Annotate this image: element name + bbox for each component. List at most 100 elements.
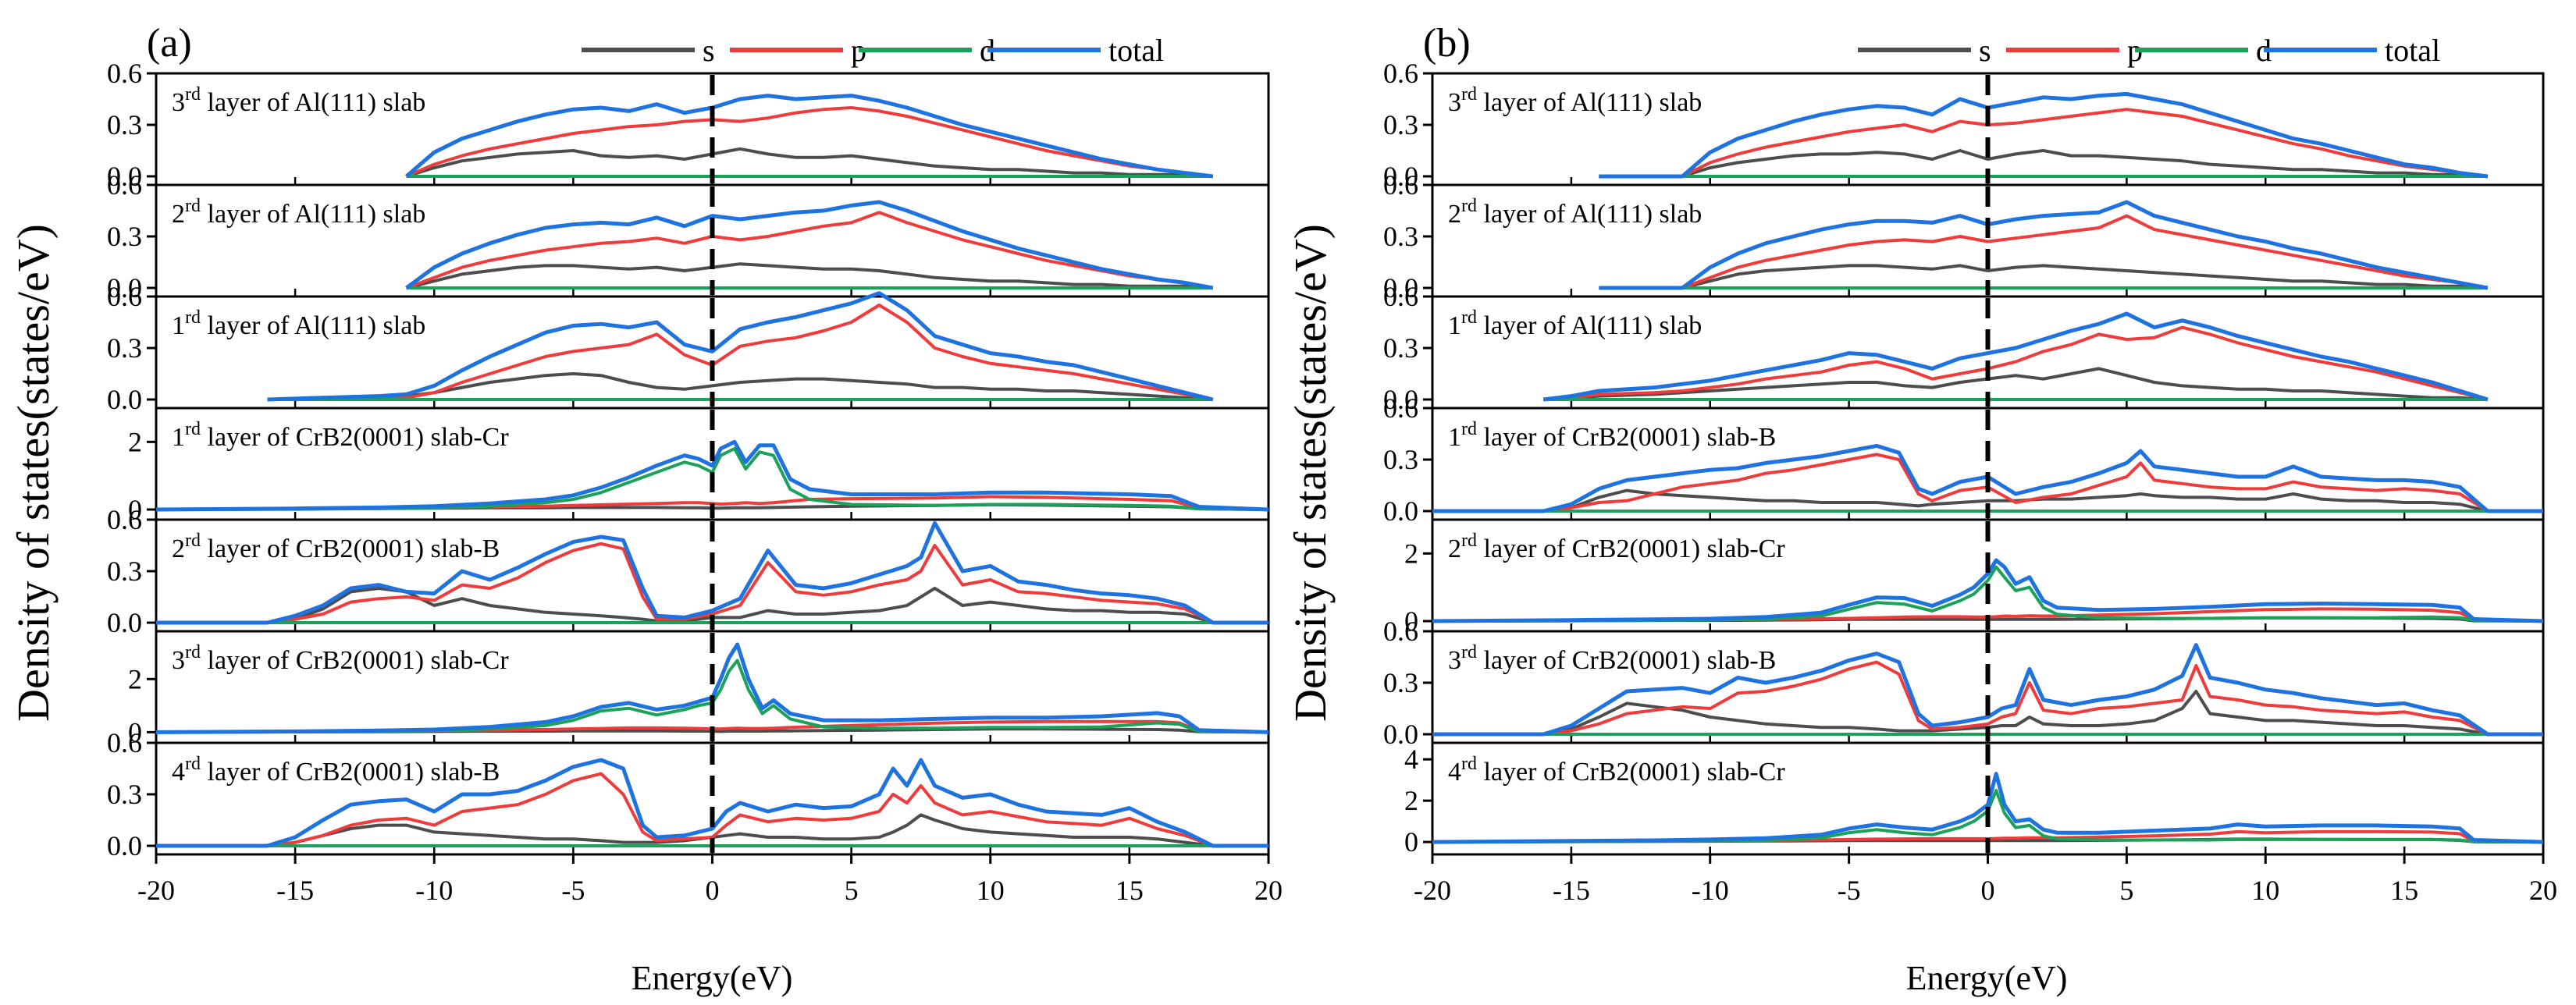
layer-label: 2rd layer of Al(111) slab [172,196,425,229]
y-tick-label: 0.3 [107,332,142,364]
series-d [1432,565,2544,623]
series-p [405,211,1214,289]
y-tick-label: 2 [1404,785,1418,816]
y-axis-title-a: Density of states(states/eV) [8,224,59,722]
x-tick-label: 5 [2119,875,2133,906]
series-total [1599,91,2489,179]
y-tick-label: 0.3 [107,556,142,587]
subplot-a-5: 0.0 0.3 0.6 2rd layer of CrB2(0001) slab-B [107,504,1270,638]
y-tick-label: 0 [1404,826,1418,858]
y-tick-label: 0.6 [1383,392,1418,424]
x-tick-label: -10 [415,875,453,906]
legend-label-total-a: total [1108,33,1164,68]
layer-label: 1rd layer of CrB2(0001) slab-B [1448,419,1776,452]
y-tick-label: 0.6 [1383,169,1418,201]
y-tick-label: 0.3 [1383,221,1418,252]
series-d [155,447,1269,511]
series-d [155,659,1269,734]
series-p [156,542,1268,624]
series-p [155,719,1269,734]
legend-label-s-b: s [1979,33,1991,68]
series-total [156,758,1268,848]
series-s [1599,264,2488,289]
series-total [1542,311,2489,402]
series-total [1432,558,2544,623]
layer-label: 3rd layer of CrB2(0001) slab-B [1448,642,1776,675]
series-s [156,813,1268,847]
series-total [155,642,1269,734]
subplot-a-4: 0 2 1rd layer of CrB2(0001) slab-Cr [128,407,1270,525]
y-tick-label: 0.0 [107,161,142,192]
y-tick-label: 0.6 [1383,281,1418,312]
x-axis-title-a: Energy(eV) [632,959,793,997]
series-total [155,439,1269,512]
y-tick-label: 0.3 [107,779,142,810]
series-p [405,106,1214,178]
series-p [1432,829,2544,844]
y-tick-label: 0.0 [1383,495,1418,527]
series-total [1432,643,2543,737]
x-tick-label: -20 [1414,875,1451,906]
y-tick-label: 0.6 [107,281,142,312]
layer-label: 3rd layer of Al(111) slab [1448,84,1702,117]
series-total [405,200,1214,290]
legend-label-s-a: s [703,33,715,68]
y-axis-title-b: Density of states(states/eV) [1285,224,1336,722]
series-total [267,291,1214,402]
x-axis-title-b: Energy(eV) [1906,959,2068,997]
layer-label: 1rd layer of Al(111) slab [1448,307,1702,340]
layer-label: 3rd layer of Al(111) slab [172,84,425,117]
y-tick-label: 0 [128,494,142,525]
subplot-a-1: 0.0 0.3 0.6 3rd layer of Al(111) slab [107,58,1270,192]
layer-label: 2rd layer of CrB2(0001) slab-B [172,531,500,563]
series-total [1432,772,2544,844]
y-tick-label: 0.6 [107,58,142,89]
series-p [1432,660,2543,736]
y-tick-label: 2 [128,426,142,457]
series-total [1599,200,2489,290]
x-tick-label: 20 [2529,875,2557,906]
series-p [1543,325,2489,401]
layer-label: 4rd layer of CrB2(0001) slab-Cr [1448,754,1785,787]
y-tick-label: 2 [1404,538,1418,569]
series-s [1599,149,2488,178]
x-tick-label: -15 [1553,875,1590,906]
y-tick-label: 0.3 [1383,444,1418,475]
series-total [404,94,1214,179]
x-tick-label: -10 [1692,875,1729,906]
series-total [1432,443,2543,513]
series-s [156,587,1268,624]
y-tick-label: 0.3 [107,221,142,252]
y-tick-label: 0.3 [1383,667,1418,698]
x-tick-label: -20 [137,875,175,906]
series-p [1599,214,2489,289]
x-tick-label: 15 [2390,875,2418,906]
series-d [1432,788,2544,844]
layer-label: 1rd layer of CrB2(0001) slab-Cr [172,419,509,452]
y-tick-label: 2 [128,663,142,694]
series-s [267,372,1213,401]
x-tick-label: -5 [1838,875,1861,906]
subplot-b-6: 0.0 0.3 0.6 3rd layer of CrB2(0001) slab-B [1383,616,2545,750]
subplot-a-3: 0.0 0.3 0.6 1rd layer of Al(111) slab [107,281,1270,415]
series-s [406,262,1213,289]
layer-label: 2rd layer of Al(111) slab [1448,196,1702,229]
x-tick-label: -15 [276,875,314,906]
y-tick-label: 0 [1404,605,1418,637]
y-tick-label: 0.0 [107,272,142,304]
subplot-b-4: 0.0 0.3 0.6 1rd layer of CrB2(0001) slab-B [1383,392,2545,527]
subplot-b-5: 0 2 2rd layer of CrB2(0001) slab-Cr [1404,518,2545,637]
x-tick-label: 15 [1115,875,1144,906]
y-tick-label: 0.0 [107,607,142,638]
y-tick-label: 0.3 [1383,109,1418,140]
y-tick-label: 0.0 [107,830,142,861]
y-tick-label: 0.3 [1383,332,1418,364]
y-tick-label: 0.3 [107,109,142,140]
y-tick-label: 0.0 [1383,384,1418,415]
series-s [1432,690,2543,736]
series-p [267,304,1214,401]
legend-label-total-b: total [2385,33,2440,68]
series-total [156,520,1268,625]
subplot-a-7: 0.0 0.3 0.6 4rd layer of CrB2(0001) slab-B [107,727,1270,861]
